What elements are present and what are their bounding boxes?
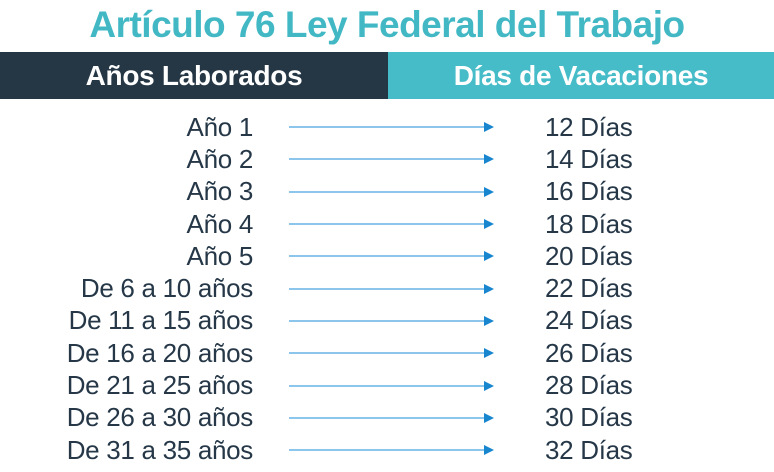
arrow-right-icon xyxy=(289,412,494,423)
arrow-right-icon xyxy=(289,283,494,294)
arrow-head xyxy=(484,219,494,230)
days-value: 12 Días xyxy=(545,111,633,142)
days-value: 20 Días xyxy=(545,240,633,271)
years-label: Año 5 xyxy=(186,240,254,271)
arrow-right-icon xyxy=(289,315,494,326)
table-row: Año 4 18 Días xyxy=(0,208,774,240)
table-row: Año 1 12 Días xyxy=(0,111,774,143)
arrow-head xyxy=(484,122,494,133)
years-label: Año 4 xyxy=(186,208,254,239)
table-row: De 21 a 25 años 28 Días xyxy=(0,369,774,401)
arrow-line xyxy=(289,255,484,258)
years-label: Año 2 xyxy=(186,143,254,174)
days-value: 22 Días xyxy=(545,273,633,304)
table-row: Año 2 14 Días xyxy=(0,143,774,175)
arrow-right-icon xyxy=(289,186,494,197)
arrow-head xyxy=(484,348,494,359)
arrow-head xyxy=(484,154,494,165)
days-value: 26 Días xyxy=(545,337,633,368)
arrow-line xyxy=(289,126,484,129)
years-label: De 26 a 30 años xyxy=(66,402,254,433)
arrow-head xyxy=(484,445,494,456)
arrow-right-icon xyxy=(289,122,494,133)
arrow-right-icon xyxy=(289,251,494,262)
arrow-right-icon xyxy=(289,380,494,391)
arrow-line xyxy=(289,319,484,322)
days-value: 28 Días xyxy=(545,370,633,401)
page-title: Artículo 76 Ley Federal del Trabajo xyxy=(89,4,685,45)
arrow-line xyxy=(289,158,484,161)
arrow-line xyxy=(289,352,484,355)
years-label: De 21 a 25 años xyxy=(66,370,254,401)
days-value: 16 Días xyxy=(545,176,633,207)
arrow-right-icon xyxy=(289,219,494,230)
table-row: De 16 a 20 años 26 Días xyxy=(0,337,774,369)
days-value: 18 Días xyxy=(545,208,633,239)
arrow-line xyxy=(289,416,484,419)
table-row: De 31 a 35 años 32 Días xyxy=(0,434,774,466)
days-value: 24 Días xyxy=(545,305,633,336)
table-row: De 11 a 15 años 24 Días xyxy=(0,305,774,337)
arrow-line xyxy=(289,223,484,226)
arrow-head xyxy=(484,251,494,262)
table-header: Años Laborados Días de Vacaciones xyxy=(0,52,774,99)
table-row: De 6 a 10 años 22 Días xyxy=(0,272,774,304)
table-row: De 26 a 30 años 30 Días xyxy=(0,402,774,434)
header-years-worked: Años Laborados xyxy=(0,52,388,99)
years-label: De 16 a 20 años xyxy=(66,337,254,368)
arrow-right-icon xyxy=(289,348,494,359)
years-label: Año 1 xyxy=(186,111,254,142)
years-label: Año 3 xyxy=(186,176,254,207)
table-body: Año 1 12 Días Año 2 14 Días Año 3 16 Día… xyxy=(0,111,774,466)
years-label: De 11 a 15 años xyxy=(68,305,254,336)
arrow-right-icon xyxy=(289,445,494,456)
arrow-head xyxy=(484,315,494,326)
days-value: 32 Días xyxy=(545,434,633,465)
arrow-head xyxy=(484,186,494,197)
arrow-line xyxy=(289,449,484,452)
arrow-line xyxy=(289,384,484,387)
arrow-line xyxy=(289,287,484,290)
arrow-head xyxy=(484,380,494,391)
table-row: Año 3 16 Días xyxy=(0,176,774,208)
header-vacation-days: Días de Vacaciones xyxy=(388,52,774,99)
days-value: 14 Días xyxy=(545,143,633,174)
table-row: Año 5 20 Días xyxy=(0,240,774,272)
days-value: 30 Días xyxy=(545,402,633,433)
years-label: De 31 a 35 años xyxy=(66,434,254,465)
years-label: De 6 a 10 años xyxy=(80,273,253,304)
arrow-head xyxy=(484,283,494,294)
arrow-right-icon xyxy=(289,154,494,165)
arrow-head xyxy=(484,412,494,423)
arrow-line xyxy=(289,190,484,193)
